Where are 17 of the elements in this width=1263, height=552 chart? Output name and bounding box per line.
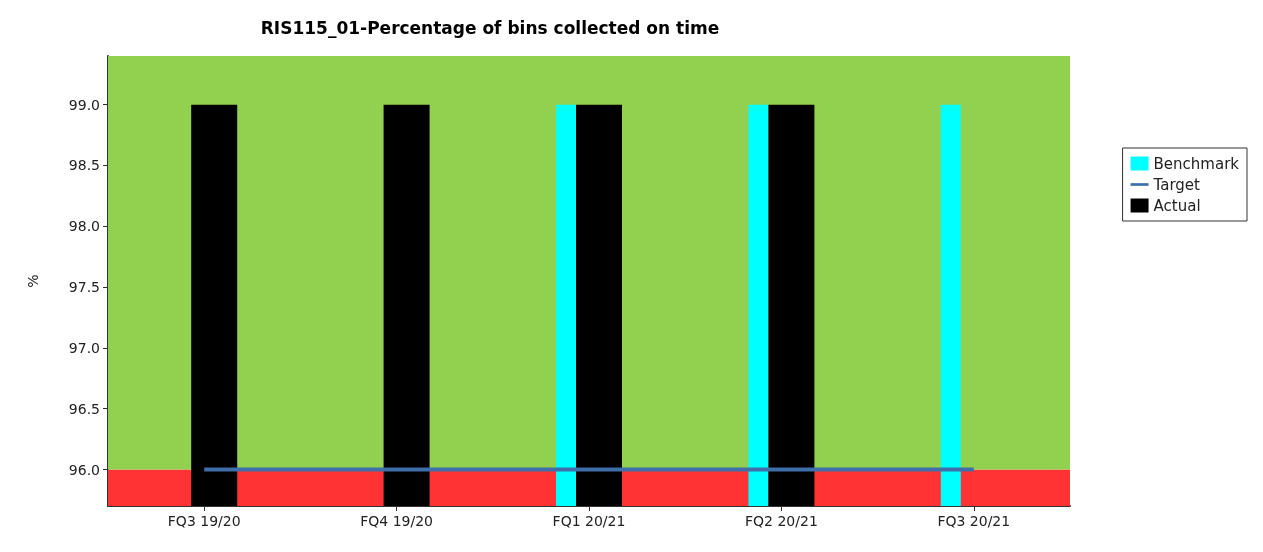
x-tick-label: FQ2 20/21 [745,513,818,529]
y-axis-title: % [25,274,41,288]
legend-label: Benchmark [1153,154,1240,173]
y-tick-label: 97.0 [68,339,100,356]
y-tick-label: 99.0 [68,96,100,113]
y-tick-label: 96.0 [68,461,100,478]
x-tick-label: FQ4 19/20 [360,513,433,529]
y-tick-label: 98.5 [68,157,100,174]
chart-title: RIS115_01-Percentage of bins collected on time [260,17,720,38]
y-tick-label: 98.0 [68,218,100,235]
legend-label: Target [1152,175,1201,194]
x-tick-label: FQ3 20/21 [937,513,1011,529]
y-tick-label: 96.5 [68,400,100,417]
legend-label: Actual [1153,196,1201,215]
y-tick-label: 97.5 [68,279,100,296]
x-tick-label: FQ3 19/20 [167,513,241,529]
x-tick-label: FQ1 20/21 [552,513,626,529]
